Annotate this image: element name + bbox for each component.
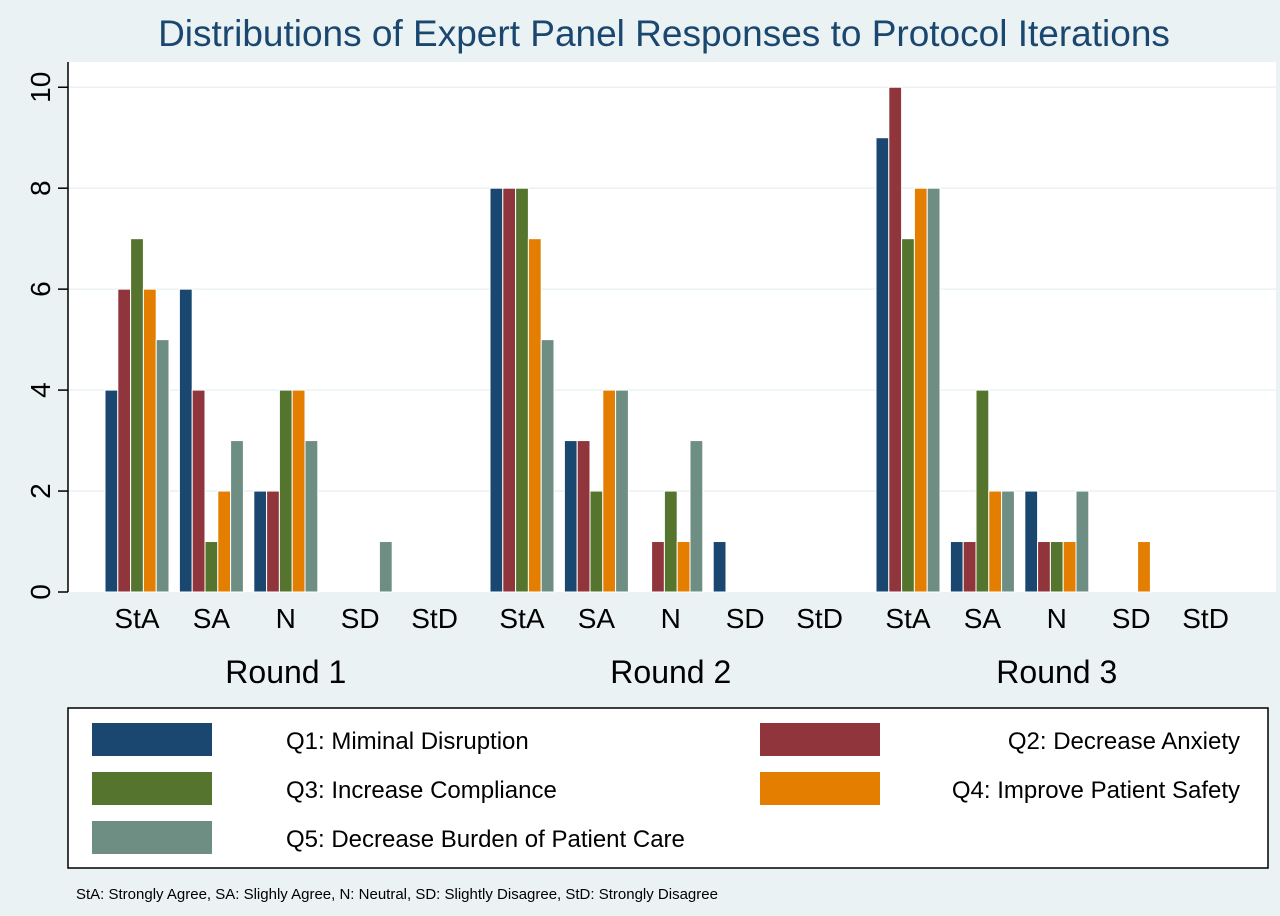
chart-note: StA: Strongly Agree, SA: Slighly Agree, …: [76, 886, 718, 903]
bar: [1001, 490, 1015, 593]
legend-swatch: [760, 772, 880, 805]
x-category-label: SA: [964, 603, 1002, 634]
bar: [304, 440, 319, 593]
x-group-label: Round 3: [996, 654, 1117, 690]
x-category-label: StD: [796, 603, 843, 634]
legend-box: [67, 707, 1269, 869]
bar: [1024, 490, 1039, 593]
bar: [1049, 541, 1064, 593]
x-group-label: Round 2: [610, 654, 731, 690]
x-category-label: N: [661, 603, 681, 634]
bar: [502, 187, 517, 593]
bar: [563, 440, 578, 593]
bar: [576, 440, 591, 593]
x-group-label: Round 1: [225, 654, 346, 690]
x-category-label: SD: [726, 603, 765, 634]
legend-swatch: [92, 821, 212, 854]
bar: [949, 541, 964, 593]
bar: [540, 339, 555, 593]
bar: [217, 490, 232, 593]
legend-label: Q3: Increase Compliance: [286, 777, 557, 804]
bar: [291, 389, 306, 593]
x-category-label: N: [276, 603, 296, 634]
legend-swatch: [92, 723, 212, 756]
y-tick-label: 4: [25, 382, 56, 398]
bar: [191, 389, 206, 593]
bars: [104, 86, 1151, 593]
legend-label: Q5: Decrease Burden of Patient Care: [286, 826, 685, 853]
bar: [1137, 541, 1151, 593]
bar: [663, 490, 678, 593]
legend: Q1: Miminal Disruption Q2: Decrease Anxie…: [92, 723, 1240, 854]
bar: [1062, 541, 1077, 593]
x-category-label: StA: [885, 603, 930, 634]
bar: [712, 541, 727, 593]
bar: [926, 187, 941, 593]
y-tick-label: 8: [25, 180, 56, 196]
bar: [230, 440, 244, 593]
x-axis-categories: StA SA N SD StD StA SA N SD StD StA SA N SD StD: [114, 603, 1229, 634]
x-category-label: StD: [411, 603, 458, 634]
bar: [888, 86, 903, 593]
bar: [689, 440, 704, 593]
bar: [602, 389, 617, 593]
bar: [962, 541, 977, 593]
bar: [266, 490, 280, 593]
x-category-label: StA: [114, 603, 159, 634]
x-category-label: StD: [1182, 603, 1229, 634]
legend-swatch: [92, 772, 212, 805]
bar: [130, 238, 144, 593]
chart-title: Distributions of Expert Panel Responses …: [158, 13, 1170, 54]
bar: [975, 389, 990, 593]
bar: [104, 389, 119, 593]
bar: [901, 238, 915, 593]
bar: [615, 389, 629, 593]
y-tick-label: 10: [25, 72, 56, 103]
bar: [142, 288, 157, 593]
x-category-label: SD: [1112, 603, 1151, 634]
legend-label: Q2: Decrease Anxiety: [1008, 728, 1240, 755]
bar: [913, 187, 928, 593]
x-category-label: N: [1047, 603, 1067, 634]
bar: [651, 541, 665, 593]
bar: [676, 541, 691, 593]
bar: [515, 187, 529, 593]
x-category-label: SA: [193, 603, 231, 634]
bar: [875, 137, 890, 593]
legend-swatch: [760, 723, 880, 756]
bar: [1075, 490, 1090, 593]
x-category-label: SD: [341, 603, 380, 634]
x-category-label: StA: [499, 603, 544, 634]
bar: [278, 389, 293, 593]
bar: [204, 541, 219, 593]
bar: [253, 490, 268, 593]
bar: [589, 490, 604, 593]
y-tick-label: 0: [25, 584, 56, 600]
x-category-label: SA: [578, 603, 616, 634]
y-tick-label: 2: [25, 483, 56, 499]
y-tick-label: 6: [25, 281, 56, 297]
bar: [117, 288, 132, 593]
y-axis-ticks: 0 2 4 6 8 10: [25, 72, 68, 600]
bar: [178, 288, 193, 593]
legend-label: Q1: Miminal Disruption: [286, 728, 529, 755]
bar: [527, 238, 542, 593]
bar: [1037, 541, 1051, 593]
legend-label: Q4: Improve Patient Safety: [952, 777, 1240, 804]
x-axis-groups: Round 1 Round 2 Round 3: [225, 654, 1117, 690]
bar: [988, 490, 1003, 593]
bar: [378, 541, 393, 593]
bar: [155, 339, 170, 593]
bar: [489, 187, 504, 593]
